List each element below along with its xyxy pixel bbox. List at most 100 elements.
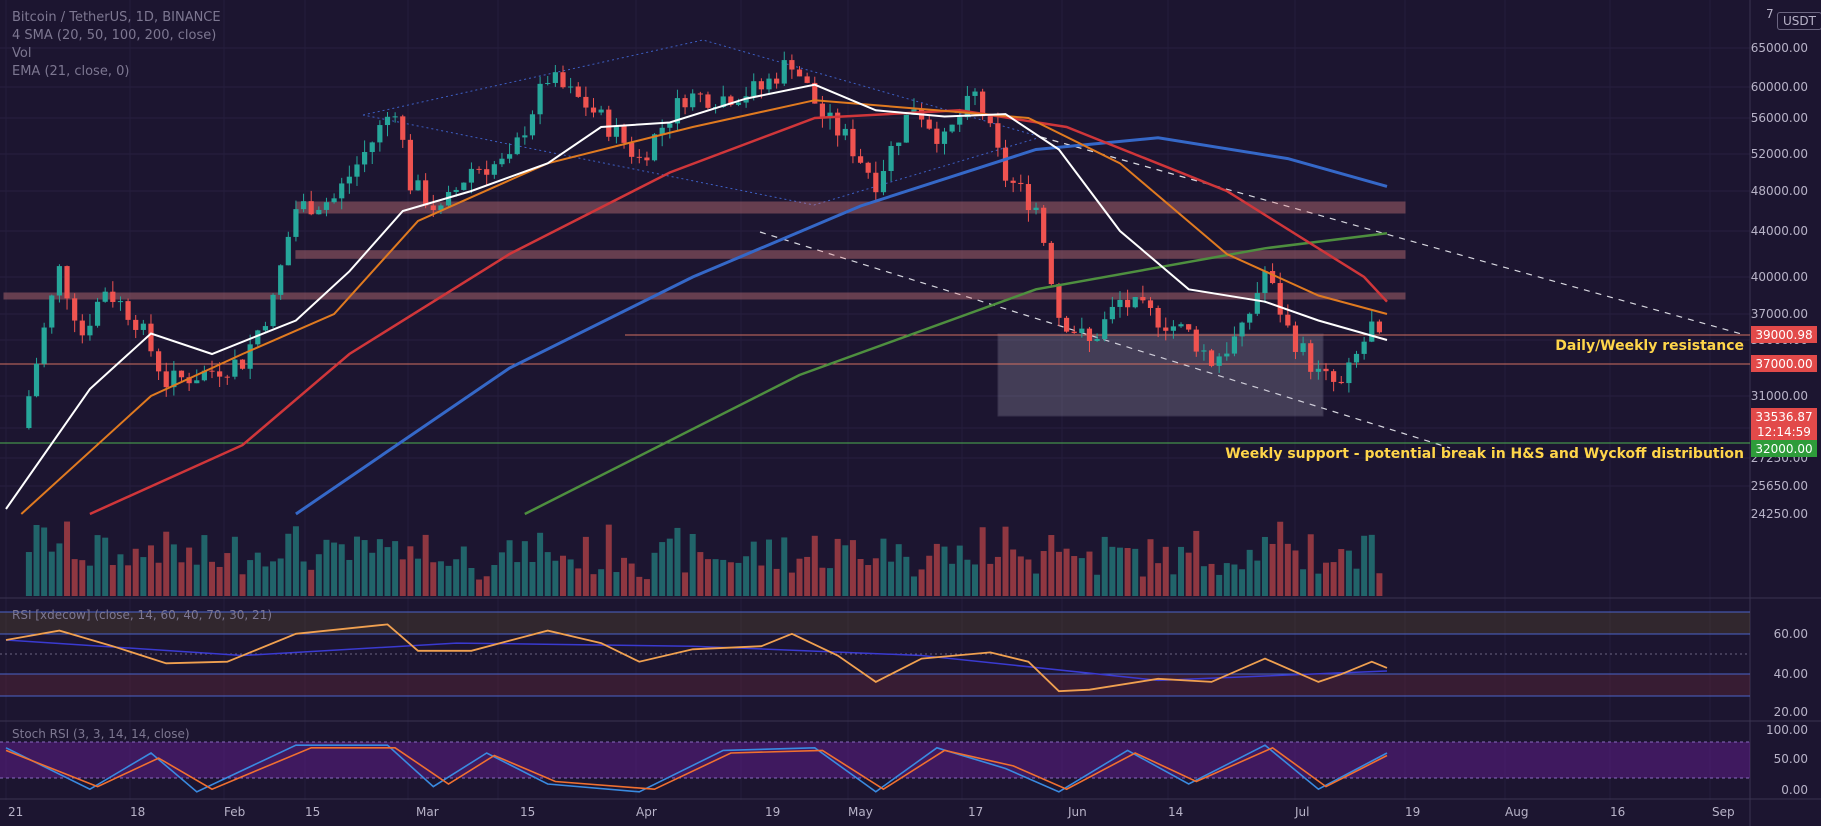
price-tick-label: 31000.00	[1751, 389, 1808, 403]
candle-body	[1156, 308, 1161, 328]
volume-bar	[743, 556, 749, 596]
volume-bar	[613, 572, 619, 596]
volume-bar	[331, 543, 337, 596]
candle-body	[80, 321, 85, 336]
candle-body	[1003, 148, 1008, 181]
stoch-label: Stoch RSI (3, 3, 14, 14, close)	[12, 727, 190, 741]
candle-body	[248, 344, 253, 368]
volume-indicator-label[interactable]: Vol	[12, 46, 31, 61]
volume-bar	[774, 569, 780, 596]
candle-body	[591, 108, 596, 113]
volume-bar	[1048, 535, 1054, 596]
candle-body	[1369, 322, 1374, 342]
sma-indicator-label[interactable]: 4 SMA (20, 50, 100, 200, close)	[12, 28, 216, 43]
candle-body	[606, 110, 611, 137]
volume-bar	[178, 562, 184, 596]
candle-body	[1194, 330, 1199, 352]
candle-body	[301, 201, 306, 209]
candle-body	[988, 116, 993, 123]
price-tick-label: 25650.00	[1751, 479, 1808, 493]
volume-bar	[1361, 536, 1367, 596]
volume-bar	[1254, 561, 1260, 596]
volume-bar	[705, 559, 711, 596]
candle-body	[881, 171, 886, 192]
volume-bar	[957, 546, 963, 596]
candle-body	[42, 328, 47, 364]
candle-body	[354, 164, 359, 176]
symbol-label[interactable]: Bitcoin / TetherUS, 1D, BINANCE	[12, 10, 221, 25]
candle-body	[1094, 339, 1099, 341]
candle-body	[1033, 208, 1038, 210]
candle-body	[690, 93, 695, 107]
candle-body	[843, 129, 848, 136]
candle-body	[507, 154, 512, 159]
candle-body	[415, 180, 420, 190]
candle-body	[759, 81, 764, 89]
volume-bar	[133, 549, 139, 596]
price-tick-label: 60000.00	[1751, 80, 1808, 94]
candle-body	[1255, 293, 1260, 314]
volume-bar	[1209, 564, 1215, 596]
rsi-oversold-band	[0, 674, 1750, 696]
volume-bar	[461, 547, 467, 596]
candle-body	[682, 98, 687, 107]
candle-body	[72, 298, 77, 320]
candle-body	[1087, 329, 1092, 341]
range-box	[998, 334, 1323, 416]
volume-bar	[163, 532, 169, 596]
volume-bar	[1170, 574, 1176, 596]
candle-body	[423, 180, 428, 205]
volume-bar	[972, 564, 978, 596]
volume-bar	[1224, 563, 1230, 596]
candle-body	[469, 169, 474, 183]
candle-body	[1178, 324, 1183, 326]
volume-bar	[926, 556, 932, 596]
price-tag-text: 33536.87	[1755, 410, 1812, 424]
resistance-zone	[4, 293, 1405, 299]
currency-badge[interactable]: USDT	[1777, 12, 1821, 30]
volume-bar	[34, 525, 40, 596]
volume-bar	[1338, 549, 1344, 596]
candle-body	[1308, 343, 1313, 372]
candle-body	[560, 72, 565, 87]
time-tick-label: 16	[1610, 805, 1625, 819]
volume-bar	[1010, 549, 1016, 596]
price-tick-label: 48000.00	[1751, 184, 1808, 198]
candle-body	[125, 301, 130, 320]
time-tick-label: 15	[520, 805, 535, 819]
candle-body	[1339, 382, 1344, 383]
candle-body	[1041, 208, 1046, 243]
candle-body	[522, 135, 527, 137]
candle-body	[1186, 324, 1191, 329]
candle-body	[805, 76, 810, 83]
volume-bar	[1132, 549, 1138, 596]
candle-body	[179, 371, 184, 378]
price-tag-text: 32000.00	[1755, 442, 1812, 456]
volume-bar	[255, 553, 261, 596]
candle-body	[1331, 371, 1336, 382]
time-tick-label: 19	[765, 805, 780, 819]
candle-body	[156, 351, 161, 371]
time-tick-label: Jul	[1294, 805, 1309, 819]
ema-indicator-label[interactable]: EMA (21, close, 0)	[12, 64, 129, 79]
candle-body	[568, 87, 573, 88]
volume-bar	[697, 552, 703, 596]
volume-bar	[362, 540, 368, 596]
candle-body	[1056, 284, 1061, 318]
volume-bar	[102, 538, 108, 596]
candle-body	[1163, 328, 1168, 331]
volume-bar	[1186, 553, 1192, 596]
candle-body	[1285, 315, 1290, 326]
candle-body	[370, 142, 375, 152]
candle-body	[629, 143, 634, 157]
volume-bar	[797, 559, 803, 596]
volume-bar	[850, 540, 856, 596]
time-tick-label: 15	[305, 805, 320, 819]
candle-body	[1049, 243, 1054, 284]
candle-body	[118, 301, 123, 302]
candle-body	[621, 126, 626, 143]
volume-bar	[1376, 573, 1382, 596]
volume-bar	[125, 565, 131, 596]
